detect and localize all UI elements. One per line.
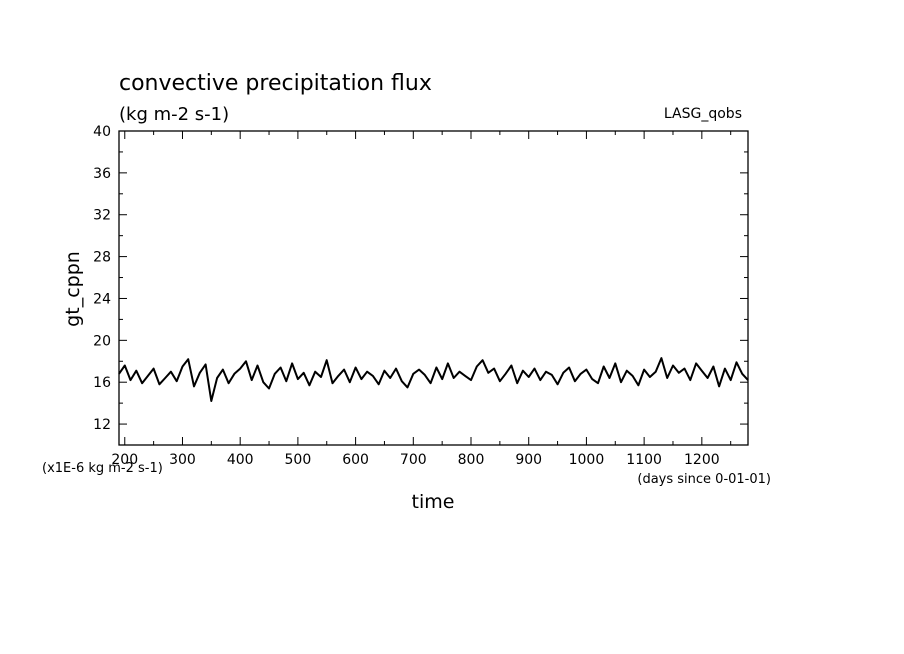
x-tick-label: 900 bbox=[515, 452, 542, 468]
x-tick-label: 1200 bbox=[684, 452, 720, 468]
x-tick-label: 700 bbox=[400, 452, 427, 468]
x-tick-label: 1000 bbox=[569, 452, 605, 468]
x-tick-label: 200 bbox=[111, 452, 138, 468]
chart-source-label: LASG_qobs bbox=[664, 106, 742, 122]
y-tick-label: 12 bbox=[93, 417, 111, 433]
plot-area: 200 300 400 500 600 700 800 900 1000 1100 1200 12 16… bbox=[93, 124, 749, 468]
x-tick-label: 400 bbox=[227, 452, 254, 468]
chart-subtitle: (kg m-2 s-1) bbox=[119, 104, 229, 125]
x-tick-label: 1100 bbox=[626, 452, 662, 468]
y-tick-label: 16 bbox=[93, 375, 111, 391]
x-tick-label: 600 bbox=[342, 452, 369, 468]
x-tick-label: 300 bbox=[169, 452, 196, 468]
y-tick-label: 32 bbox=[93, 208, 111, 224]
y-tick-label: 36 bbox=[93, 166, 111, 182]
chart-title: convective precipitation flux bbox=[119, 71, 432, 96]
series-line bbox=[118, 357, 749, 402]
y-tick-label: 24 bbox=[93, 291, 111, 307]
y-tick-label: 20 bbox=[93, 333, 111, 349]
x-tick-label: 500 bbox=[285, 452, 312, 468]
x-unit-note: (days since 0-01-01) bbox=[637, 472, 771, 487]
y-tick-label: 40 bbox=[93, 124, 111, 140]
y-axis-label: gt_cppn bbox=[62, 251, 84, 327]
y-scale-note: (x1E-6 kg m-2 s-1) bbox=[42, 461, 163, 476]
x-tick-label: 800 bbox=[458, 452, 485, 468]
plot-frame bbox=[118, 130, 749, 446]
x-axis-label: time bbox=[412, 491, 455, 513]
y-tick-label: 28 bbox=[93, 250, 111, 266]
